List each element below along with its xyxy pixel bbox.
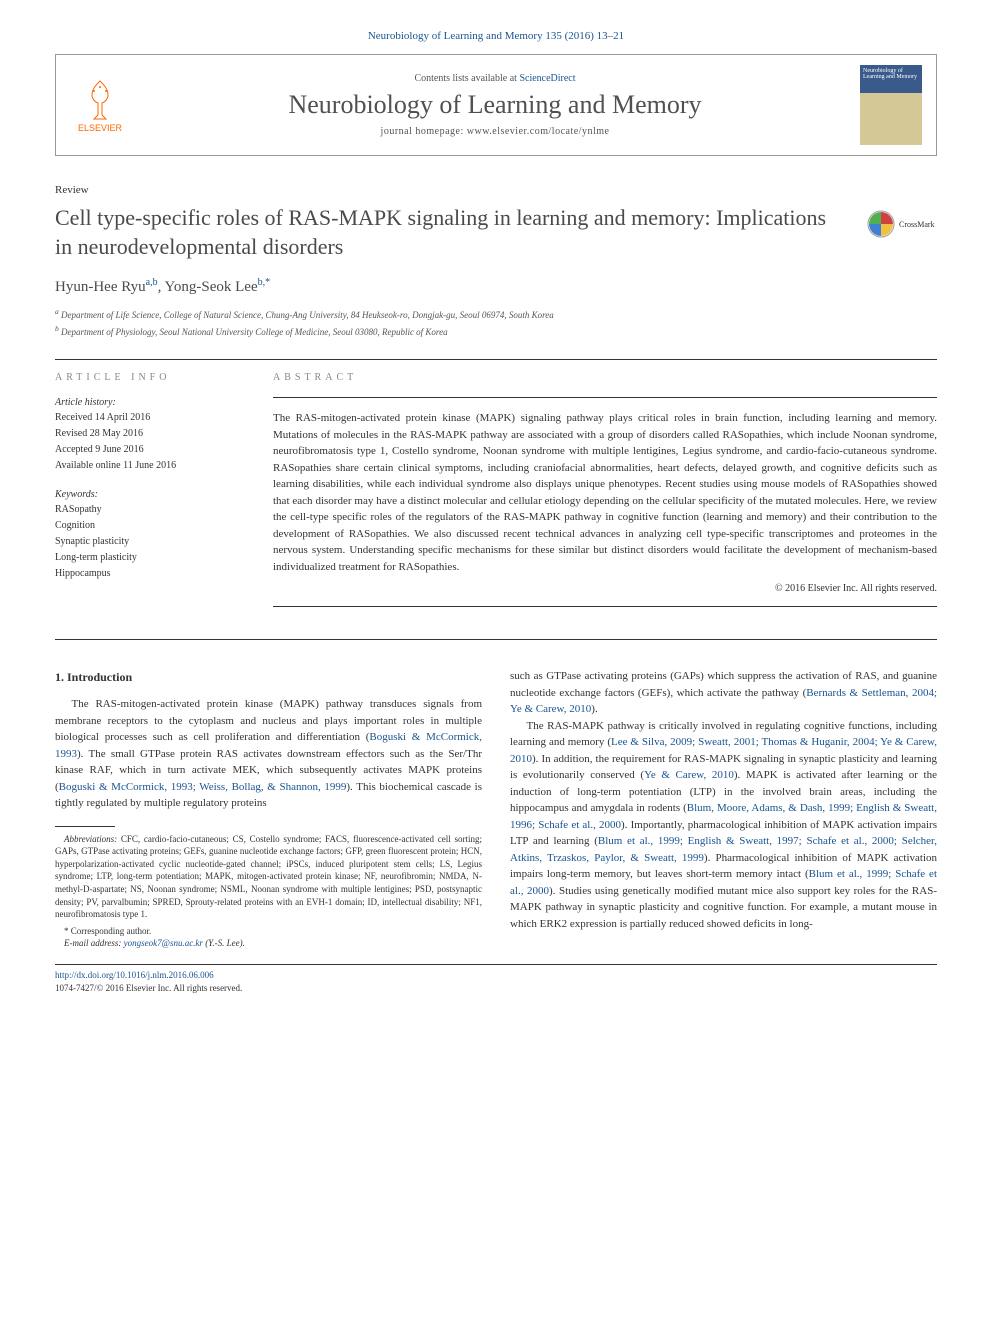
- crossmark-icon: [867, 210, 895, 238]
- revised-date: Revised 28 May 2016: [55, 426, 245, 441]
- abstract-heading: ABSTRACT: [273, 372, 937, 383]
- footer-separator: [55, 964, 937, 965]
- affiliations: a Department of Life Science, College of…: [55, 306, 937, 339]
- intro-paragraph-3: The RAS-MAPK pathway is critically invol…: [510, 718, 937, 933]
- author-1: Hyun-Hee Ryu: [55, 279, 146, 295]
- article-info: ARTICLE INFO Article history: Received 1…: [55, 372, 245, 619]
- journal-header: ELSEVIER Contents lists available at Sci…: [55, 54, 937, 156]
- contents-prefix: Contents lists available at: [414, 73, 519, 84]
- p3-text-f: ). Studies using genetically modified mu…: [510, 885, 937, 930]
- email-label: E-mail address:: [64, 938, 124, 948]
- corresponding-author-note: * Corresponding author.: [55, 925, 482, 938]
- online-date: Available online 11 June 2016: [55, 458, 245, 473]
- header-reference: Neurobiology of Learning and Memory 135 …: [55, 30, 937, 42]
- publisher-logo: ELSEVIER: [70, 75, 130, 135]
- email-suffix: (Y.-S. Lee).: [203, 938, 245, 948]
- accepted-date: Accepted 9 June 2016: [55, 442, 245, 457]
- keyword-2: Cognition: [55, 518, 245, 533]
- sciencedirect-link[interactable]: ScienceDirect: [519, 73, 575, 84]
- article-title: Cell type-specific roles of RAS-MAPK sig…: [55, 204, 867, 261]
- corresponding-marker: *: [265, 277, 270, 288]
- crossmark-label: CrossMark: [899, 220, 935, 229]
- article-info-heading: ARTICLE INFO: [55, 372, 245, 383]
- keyword-3: Synaptic plasticity: [55, 534, 245, 549]
- article-history-label: Article history:: [55, 397, 245, 408]
- footnote-separator: [55, 826, 115, 827]
- journal-homepage: journal homepage: www.elsevier.com/locat…: [150, 126, 840, 137]
- intro-paragraph-1: The RAS-mitogen-activated protein kinase…: [55, 696, 482, 812]
- keyword-5: Hippocampus: [55, 566, 245, 581]
- elsevier-tree-icon: [80, 77, 120, 121]
- email-line: E-mail address: yongseok7@snu.ac.kr (Y.-…: [55, 937, 482, 950]
- crossmark-badge[interactable]: CrossMark: [867, 204, 937, 244]
- footnotes: Abbreviations: CFC, cardio-facio-cutaneo…: [55, 833, 482, 950]
- received-date: Received 14 April 2016: [55, 410, 245, 425]
- section-1-heading: 1. Introduction: [55, 668, 482, 686]
- intro-paragraph-2: such as GTPase activating proteins (GAPs…: [510, 668, 937, 718]
- abstract: ABSTRACT The RAS-mitogen-activated prote…: [273, 372, 937, 619]
- author-2: Yong-Seok Lee: [165, 279, 258, 295]
- author-1-affiliation: a,b: [146, 277, 158, 288]
- abstract-separator-bottom: [273, 606, 937, 607]
- issn-copyright: 1074-7427/© 2016 Elsevier Inc. All right…: [55, 983, 242, 993]
- journal-cover-thumbnail: Neurobiology of Learning and Memory: [860, 65, 922, 145]
- cite-ye-carew[interactable]: Ye & Carew, 2010: [644, 769, 734, 781]
- abstract-separator-top: [273, 397, 937, 398]
- p2-text-b: ).: [591, 703, 597, 715]
- publisher-name: ELSEVIER: [78, 123, 122, 133]
- footer-info: http://dx.doi.org/10.1016/j.nlm.2016.06.…: [55, 969, 937, 994]
- contents-available: Contents lists available at ScienceDirec…: [150, 73, 840, 84]
- cite-boguski-weiss[interactable]: Boguski & McCormick, 1993; Weiss, Bollag…: [59, 781, 347, 793]
- authors: Hyun-Hee Ryua,b, Yong-Seok Leeb,*: [55, 277, 937, 296]
- abstract-copyright: © 2016 Elsevier Inc. All rights reserved…: [273, 583, 937, 594]
- keyword-1: RASopathy: [55, 502, 245, 517]
- abbreviations-text: CFC, cardio-facio-cutaneous; CS, Costell…: [55, 834, 482, 920]
- abbreviations-label: Abbreviations:: [64, 834, 117, 844]
- body-top-separator: [55, 639, 937, 640]
- keywords-label: Keywords:: [55, 489, 245, 500]
- abbreviations: Abbreviations: CFC, cardio-facio-cutaneo…: [55, 833, 482, 921]
- body-column-left: 1. Introduction The RAS-mitogen-activate…: [55, 668, 482, 950]
- keyword-4: Long-term plasticity: [55, 550, 245, 565]
- abstract-text: The RAS-mitogen-activated protein kinase…: [273, 410, 937, 575]
- journal-name: Neurobiology of Learning and Memory: [150, 90, 840, 120]
- author-2-affiliation: b,: [258, 277, 266, 288]
- separator: [55, 359, 937, 360]
- author-email-link[interactable]: yongseok7@snu.ac.kr: [124, 938, 203, 948]
- doi-link[interactable]: http://dx.doi.org/10.1016/j.nlm.2016.06.…: [55, 970, 214, 980]
- affiliation-a: Department of Life Science, College of N…: [61, 310, 554, 320]
- body-column-right: such as GTPase activating proteins (GAPs…: [510, 668, 937, 950]
- affiliation-b: Department of Physiology, Seoul National…: [61, 327, 448, 337]
- article-type: Review: [55, 184, 937, 196]
